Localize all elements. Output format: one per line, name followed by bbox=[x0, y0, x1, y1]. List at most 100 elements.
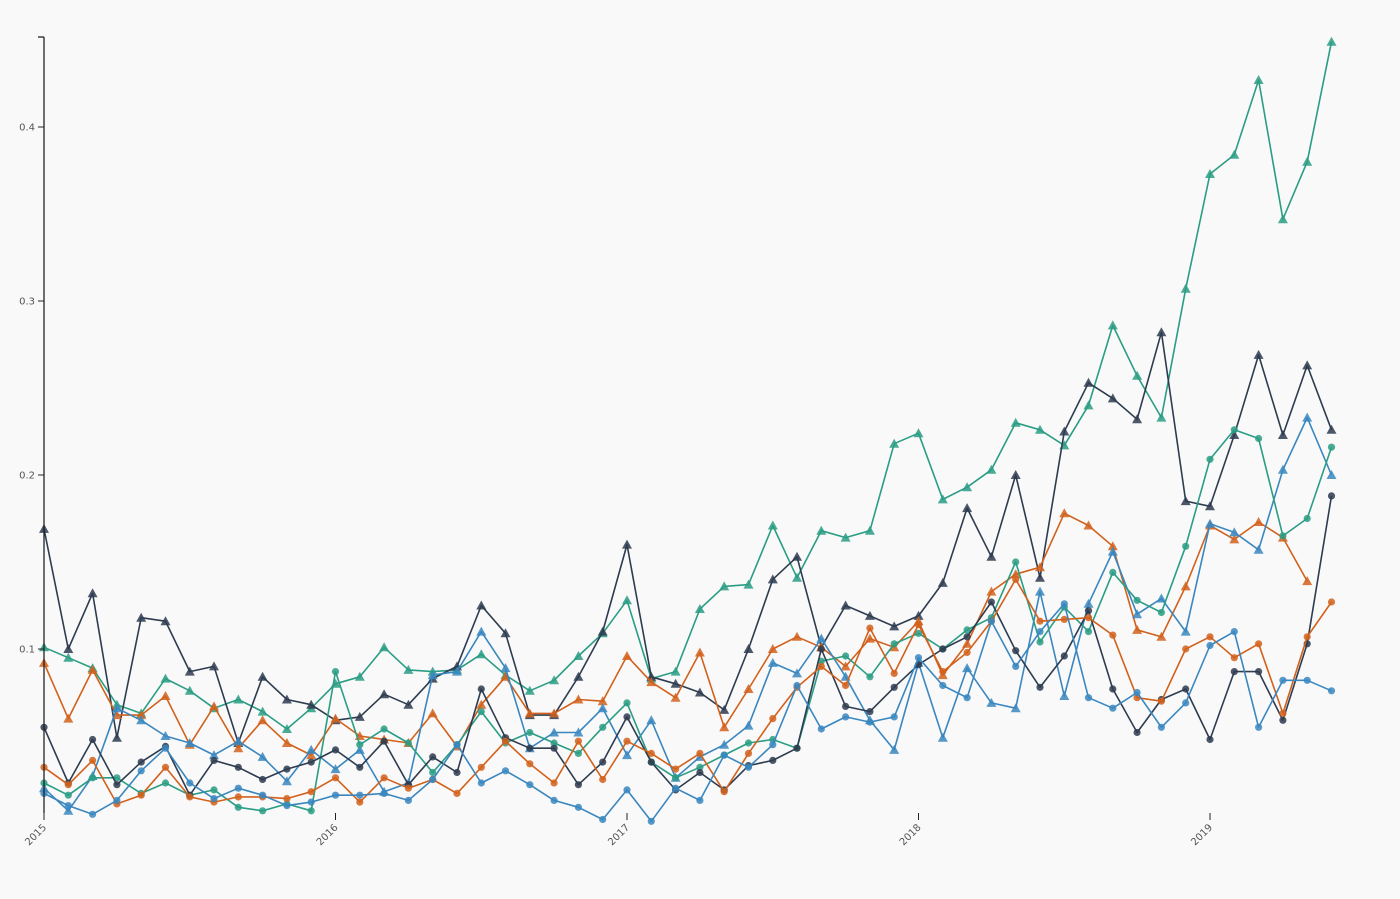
series-3-point[interactable] bbox=[476, 699, 487, 709]
series-5-point[interactable] bbox=[64, 791, 72, 799]
series-5-point[interactable] bbox=[210, 786, 218, 794]
series-3-point[interactable] bbox=[1302, 576, 1313, 586]
series-4-point[interactable] bbox=[889, 744, 900, 754]
series-7-point[interactable] bbox=[842, 681, 850, 690]
series-1-point[interactable] bbox=[549, 675, 560, 685]
series-1-point[interactable] bbox=[281, 724, 292, 733]
series-8-point[interactable] bbox=[939, 681, 947, 690]
series-4-point[interactable] bbox=[937, 732, 948, 742]
series-4-point[interactable] bbox=[111, 703, 122, 713]
series-6-point[interactable] bbox=[793, 744, 801, 752]
series-4-point[interactable] bbox=[1035, 586, 1045, 596]
series-1-point[interactable] bbox=[962, 482, 973, 492]
series-8-point[interactable] bbox=[1230, 628, 1238, 636]
series-7-point[interactable] bbox=[89, 756, 97, 765]
series-4-point[interactable] bbox=[1229, 527, 1240, 537]
series-5-point[interactable] bbox=[623, 699, 631, 707]
series-2-point[interactable] bbox=[87, 588, 98, 598]
series-2-point[interactable] bbox=[670, 678, 681, 688]
series-3-point[interactable] bbox=[986, 586, 997, 596]
series-3-point[interactable] bbox=[840, 661, 851, 671]
series-8-point[interactable] bbox=[161, 744, 170, 752]
series-8-point[interactable] bbox=[647, 817, 655, 825]
series-4-point[interactable] bbox=[1083, 598, 1094, 608]
series-4-point[interactable] bbox=[1156, 593, 1167, 603]
series-2-point[interactable] bbox=[1107, 393, 1118, 403]
series-1-point[interactable] bbox=[913, 428, 924, 438]
series-5-point[interactable] bbox=[477, 708, 485, 716]
series-6-point[interactable] bbox=[429, 753, 437, 761]
series-7-point[interactable] bbox=[1060, 615, 1068, 624]
series-7-point[interactable] bbox=[64, 781, 72, 789]
series-6-point[interactable] bbox=[550, 744, 558, 752]
series-1-point[interactable] bbox=[743, 579, 754, 589]
series-7-point[interactable] bbox=[331, 774, 340, 782]
series-5-point[interactable] bbox=[1279, 532, 1287, 540]
series-1-point[interactable] bbox=[160, 673, 171, 683]
series-8-point[interactable] bbox=[380, 789, 388, 798]
series-7-point[interactable] bbox=[1327, 598, 1336, 606]
series-3-point[interactable] bbox=[1132, 624, 1143, 634]
series-1-point[interactable] bbox=[1107, 320, 1118, 330]
series-5-point[interactable] bbox=[1157, 608, 1165, 617]
series-4-point[interactable] bbox=[1180, 626, 1191, 636]
series-5-point[interactable] bbox=[1182, 542, 1190, 550]
series-6-point[interactable] bbox=[113, 781, 121, 789]
series-5-point[interactable] bbox=[89, 774, 97, 782]
series-1-point[interactable] bbox=[1083, 400, 1094, 410]
series-8-point[interactable] bbox=[501, 767, 510, 775]
series-8-point[interactable] bbox=[817, 725, 825, 733]
series-2-point[interactable] bbox=[63, 644, 74, 653]
series-2-point[interactable] bbox=[1156, 327, 1167, 337]
series-6-point[interactable] bbox=[1279, 716, 1287, 724]
series-3-point[interactable] bbox=[1107, 541, 1118, 551]
series-5-point[interactable] bbox=[914, 629, 923, 637]
series-2-point[interactable] bbox=[792, 551, 802, 561]
series-3-point[interactable] bbox=[962, 638, 973, 648]
series-7-point[interactable] bbox=[963, 648, 971, 657]
series-2-point[interactable] bbox=[136, 612, 147, 622]
series-5-point[interactable] bbox=[890, 640, 898, 648]
series-4-point[interactable] bbox=[1059, 691, 1070, 700]
series-8-point[interactable] bbox=[113, 796, 121, 805]
series-3-point[interactable] bbox=[694, 647, 705, 657]
series-6-point[interactable] bbox=[477, 685, 485, 693]
series-7-point[interactable] bbox=[1109, 631, 1117, 639]
series-4-point[interactable] bbox=[1132, 609, 1143, 619]
series-5-point[interactable] bbox=[1327, 443, 1336, 451]
series-7-point[interactable] bbox=[1255, 640, 1263, 648]
series-3-point[interactable] bbox=[767, 644, 778, 653]
series-3-point[interactable] bbox=[622, 651, 632, 660]
series-1-point[interactable] bbox=[1229, 149, 1240, 159]
series-5-point[interactable] bbox=[744, 739, 753, 747]
series-6-point[interactable] bbox=[817, 645, 825, 653]
series-3-point[interactable] bbox=[330, 713, 341, 723]
series-1-point[interactable] bbox=[670, 666, 681, 676]
series-2-point[interactable] bbox=[694, 687, 705, 697]
series-2-point[interactable] bbox=[379, 689, 390, 699]
series-8-point[interactable] bbox=[186, 779, 194, 787]
series-3-point[interactable] bbox=[719, 722, 730, 732]
series-4-point[interactable] bbox=[257, 751, 268, 761]
series-7-point[interactable] bbox=[477, 763, 485, 771]
series-7-point[interactable] bbox=[890, 669, 898, 678]
series-6-point[interactable] bbox=[210, 756, 218, 765]
series-4-point[interactable] bbox=[1010, 703, 1021, 713]
series-7-point[interactable] bbox=[866, 624, 874, 632]
series-5-point[interactable] bbox=[672, 774, 680, 782]
series-5-point[interactable] bbox=[404, 739, 412, 747]
series-2-point[interactable] bbox=[476, 600, 487, 610]
series-1-point[interactable] bbox=[573, 651, 584, 660]
series-6-point[interactable] bbox=[331, 746, 340, 754]
series-1-point[interactable] bbox=[937, 494, 948, 504]
series-1-point[interactable] bbox=[622, 595, 632, 605]
series-1-point[interactable] bbox=[476, 649, 487, 659]
series-6-point[interactable] bbox=[1060, 652, 1068, 660]
series-6-point[interactable] bbox=[963, 633, 971, 641]
series-6-point[interactable] bbox=[356, 763, 364, 771]
series-7-point[interactable] bbox=[283, 795, 291, 803]
series-5-point[interactable] bbox=[842, 652, 850, 660]
series-3-point[interactable] bbox=[1083, 520, 1094, 530]
series-5-point[interactable] bbox=[1230, 426, 1238, 434]
series-4-point[interactable] bbox=[1253, 544, 1264, 554]
